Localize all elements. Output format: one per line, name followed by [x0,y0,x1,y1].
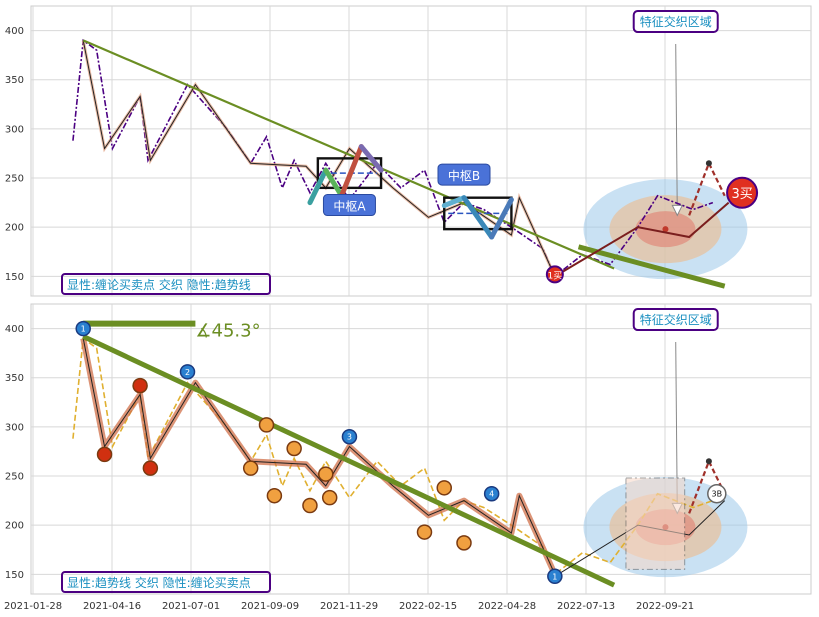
bi-point-marker [286,440,302,457]
panel-legend-text: 显性:缠论买卖点 交织 隐性:趋势线 [67,277,251,292]
buy-label-3: 3买 [731,187,752,202]
annotation-box [632,10,719,33]
trend-point-marker [179,364,196,380]
pivot-label-box [322,194,376,217]
zone-rect [625,477,686,570]
pivot-a-stroke [307,167,329,206]
y-tick-label: 400 [5,324,24,335]
bi-point-marker [456,535,472,551]
bi-point-marker [302,497,318,514]
x-tick-label: 2021-04-16 [83,601,141,612]
forecast-peak-dot [705,160,712,167]
y-tick-label: 150 [5,272,24,283]
x-tick-label: 2022-07-13 [557,601,615,612]
trend-point-label: 2 [185,368,190,377]
zone-center-dot [662,226,669,233]
x-tick-label: 2022-09-21 [636,601,694,612]
trend-point-marker [341,428,358,445]
bi-point-marker [142,460,159,476]
bi-point-marker [266,487,283,504]
trend-point-marker [483,485,500,502]
pivot-a-stroke [358,144,384,173]
annotation-arrowhead [671,204,684,217]
bi-point-marker [96,446,113,463]
trend-point-marker [75,320,91,337]
buy-marker-1 [545,265,564,284]
trend-point-label: 3B [712,490,723,499]
trend-point-label: 1 [552,572,557,581]
x-tick-label: 2021-01-28 [4,601,62,612]
trend-point-label: 1 [81,325,86,334]
x-tick-label: 2021-09-09 [241,601,299,612]
y-tick-label: 200 [5,521,24,532]
x-tick-label: 2022-02-15 [399,601,457,612]
trend-point-marker [547,568,563,585]
trend-point-marker [707,483,727,504]
y-tick-label: 200 [5,223,24,234]
bi-point-marker [258,417,275,433]
x-tick-label: 2021-07-01 [162,601,220,612]
x-tick-label: 2021-11-29 [320,601,378,612]
pivot-b-stroke [489,197,514,240]
bi-point-marker [318,466,334,482]
panel-legend-text: 显性:趋势线 交织 隐性:缠论买卖点 [67,575,251,590]
y-tick-label: 400 [5,26,24,37]
pivot-label: 中枢A [333,199,366,214]
bi-point-marker [321,489,338,506]
y-tick-label: 250 [5,174,24,185]
annotation-zone-label: 特征交织区域 [640,312,712,327]
forecast-arrow [688,160,726,216]
pivot-box [443,196,513,231]
panel-legend-box [61,571,271,593]
trend-point-label: 4 [489,490,494,499]
pivot-a-stroke [323,167,345,199]
pivot-box [316,157,383,190]
y-tick-label: 250 [5,472,24,483]
trend-point-label: 3 [347,433,352,442]
buy-label-1: 1买 [547,270,562,281]
y-tick-label: 300 [5,422,24,433]
pivot-label-box [437,163,491,186]
forecast-arrow [688,458,726,514]
y-tick-label: 350 [5,373,24,384]
x-tick-label: 2022-04-28 [478,601,536,612]
bi-point-marker [132,377,148,394]
pivot-label: 中枢B [448,168,480,183]
trend-line [82,39,615,270]
rebound-line [554,201,730,278]
y-tick-label: 150 [5,570,24,581]
annotation-pointer [675,43,678,216]
angle-label: ∡45.3° [195,320,260,341]
support-trend-line [577,244,726,289]
pivot-b-stroke [441,195,467,209]
bi-point-marker [436,480,452,496]
y-tick-label: 300 [5,124,24,135]
bi-point-marker [416,524,433,540]
annotation-zone-label: 特征交织区域 [640,14,712,29]
annotation-box [632,308,719,331]
bi-segment-core [82,338,556,575]
pivot-b-stroke [461,195,495,240]
trend-line [82,334,616,588]
bi-point-marker [242,460,259,476]
y-tick-label: 350 [5,75,24,86]
pivot-a-stroke [339,144,364,199]
buy-marker-3 [726,176,759,209]
panel-legend-box [61,273,271,295]
forecast-peak-dot [705,458,712,465]
